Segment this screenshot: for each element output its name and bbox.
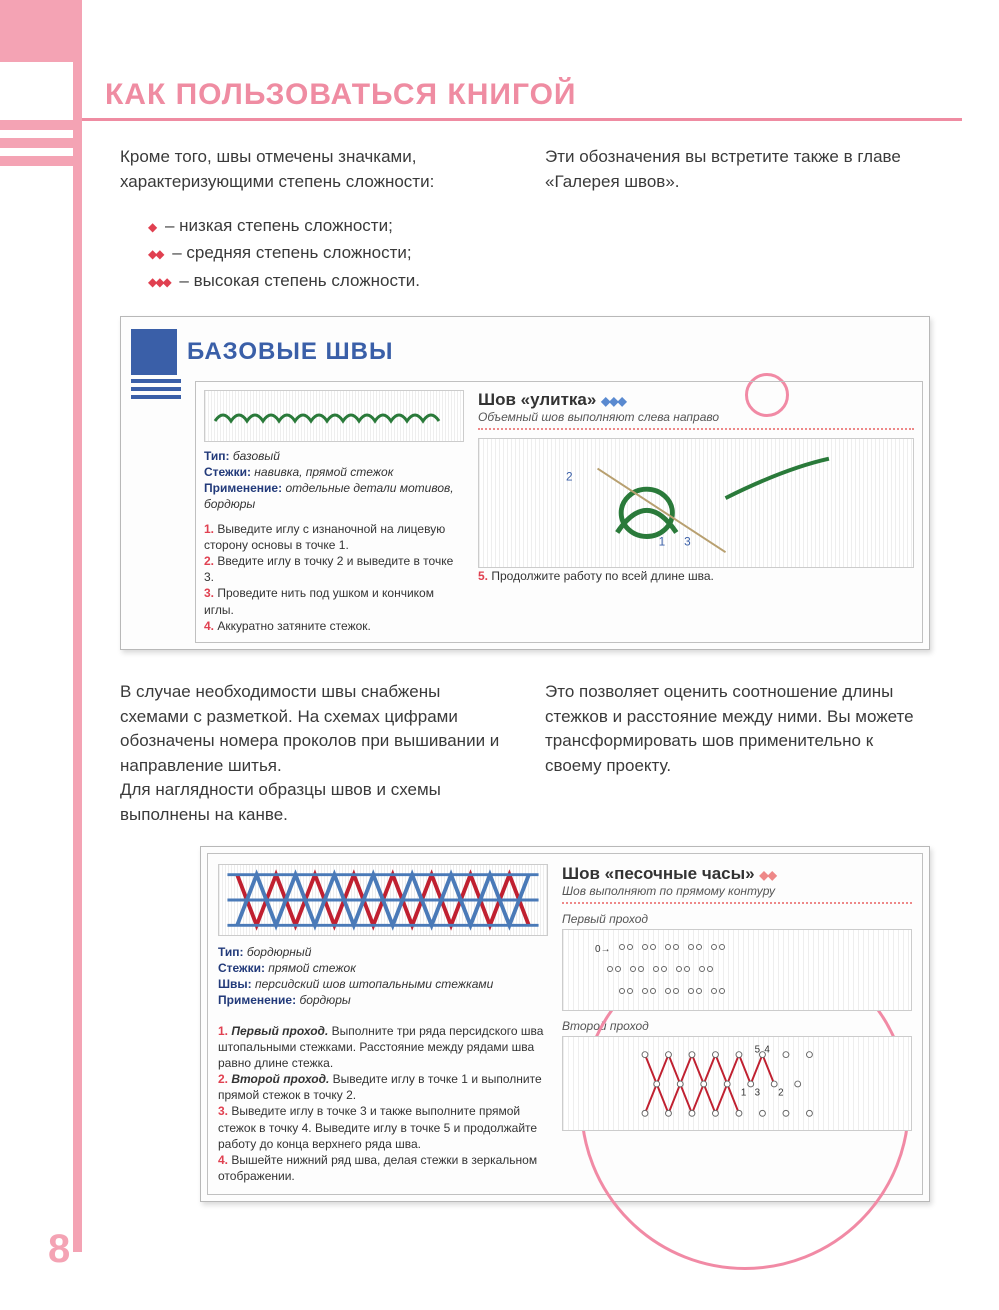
middle-left: В случае необходимости швы снабжены схем… xyxy=(120,680,505,828)
example1-body: Тип: базовый Стежки: навивка, прямой сте… xyxy=(195,381,923,643)
difficulty-legend: ◆ – низкая степень сложности; ◆◆ – средн… xyxy=(148,212,930,294)
example1-steps: 1. Выведите иглу с изнаночной на лицевую… xyxy=(204,521,464,634)
hourglass-sample xyxy=(218,864,548,936)
stitch-sample xyxy=(204,390,464,442)
page-title: КАК ПОЛЬЗОВАТЬСЯ КНИГОЙ xyxy=(105,78,576,112)
decor-stripe xyxy=(0,138,82,148)
snail-stitch-svg xyxy=(213,407,453,429)
dotted-divider xyxy=(478,428,914,430)
difficulty-item: ◆◆◆ – высокая степень сложности. xyxy=(148,267,930,294)
hourglass-svg xyxy=(219,865,547,935)
example-box-2: Тип: бордюрный Стежки: прямой стежок Швы… xyxy=(200,846,930,1203)
pass2-svg: 54 3 2 1 xyxy=(563,1037,911,1130)
stitch-diagram: 2 1 3 xyxy=(478,438,914,568)
decor-stripe xyxy=(0,156,82,166)
diamond-icon: ◆◆ xyxy=(148,247,162,261)
header-pink-block xyxy=(0,0,82,62)
diagram-svg: 2 1 3 xyxy=(479,439,913,567)
step5: 5. Продолжите работу по всей длине шва. xyxy=(478,568,914,584)
middle-columns: В случае необходимости швы снабжены схем… xyxy=(120,680,930,828)
title-underline xyxy=(82,118,962,121)
intro-left: Кроме того, швы отмечены значками, харак… xyxy=(120,145,505,194)
pass2-diagram: 54 3 2 1 xyxy=(562,1036,912,1131)
example1-title: БАЗОВЫЕ ШВЫ xyxy=(187,338,394,366)
example1-header: БАЗОВЫЕ ШВЫ xyxy=(127,323,923,377)
example2-left: Тип: бордюрный Стежки: прямой стежок Швы… xyxy=(218,864,548,1185)
svg-text:1: 1 xyxy=(659,534,666,548)
seam-title: Шов «улитка» ◆◆◆ xyxy=(478,390,914,410)
svg-text:1: 1 xyxy=(741,1087,746,1098)
seam-subtitle: Объемный шов выполняют слева направо xyxy=(478,410,914,424)
content-area: Кроме того, швы отмечены значками, харак… xyxy=(120,145,930,1232)
dotted-divider xyxy=(562,902,912,904)
example2-steps: 1. Первый проход. Выполните три ряда пер… xyxy=(218,1023,548,1185)
intro-columns: Кроме того, швы отмечены значками, харак… xyxy=(120,145,930,194)
example2-meta: Тип: бордюрный Стежки: прямой стежок Швы… xyxy=(218,944,548,1009)
diamond-icon: ◆◆◆ xyxy=(148,275,170,289)
svg-text:3: 3 xyxy=(755,1087,760,1098)
middle-right: Это позволяет оценить соотношение длины … xyxy=(545,680,930,828)
difficulty-item: ◆◆ – средняя степень сложности; xyxy=(148,239,930,266)
blue-block-icon xyxy=(131,329,177,375)
pass1-label: Первый проход xyxy=(562,912,912,926)
diamond-icon: ◆ xyxy=(148,220,155,234)
example1-meta: Тип: базовый Стежки: навивка, прямой сте… xyxy=(204,448,464,513)
page-number: 8 xyxy=(48,1227,70,1272)
example1-left: Тип: базовый Стежки: навивка, прямой сте… xyxy=(204,390,464,634)
decor-stripe xyxy=(0,120,82,130)
side-pink-bar xyxy=(73,62,82,1252)
seam-subtitle-2: Шов выполняют по прямому контуру xyxy=(562,884,912,898)
difficulty-item: ◆ – низкая степень сложности; xyxy=(148,212,930,239)
intro-right: Эти обозначения вы встретите также в гла… xyxy=(545,145,930,194)
example1-right: Шов «улитка» ◆◆◆ Объемный шов выполняют … xyxy=(478,390,914,634)
pass1-diagram: 0→ xyxy=(562,929,912,1011)
svg-text:3: 3 xyxy=(684,534,691,548)
seam-title-2: Шов «песочные часы» ◆◆ xyxy=(562,864,912,884)
example2-body: Тип: бордюрный Стежки: прямой стежок Швы… xyxy=(207,853,923,1196)
svg-text:2: 2 xyxy=(778,1087,783,1098)
example-box-1: БАЗОВЫЕ ШВЫ Тип: базовый Стежки: навивка… xyxy=(120,316,930,650)
svg-text:2: 2 xyxy=(566,469,573,483)
blue-stripes-icon xyxy=(131,379,181,403)
